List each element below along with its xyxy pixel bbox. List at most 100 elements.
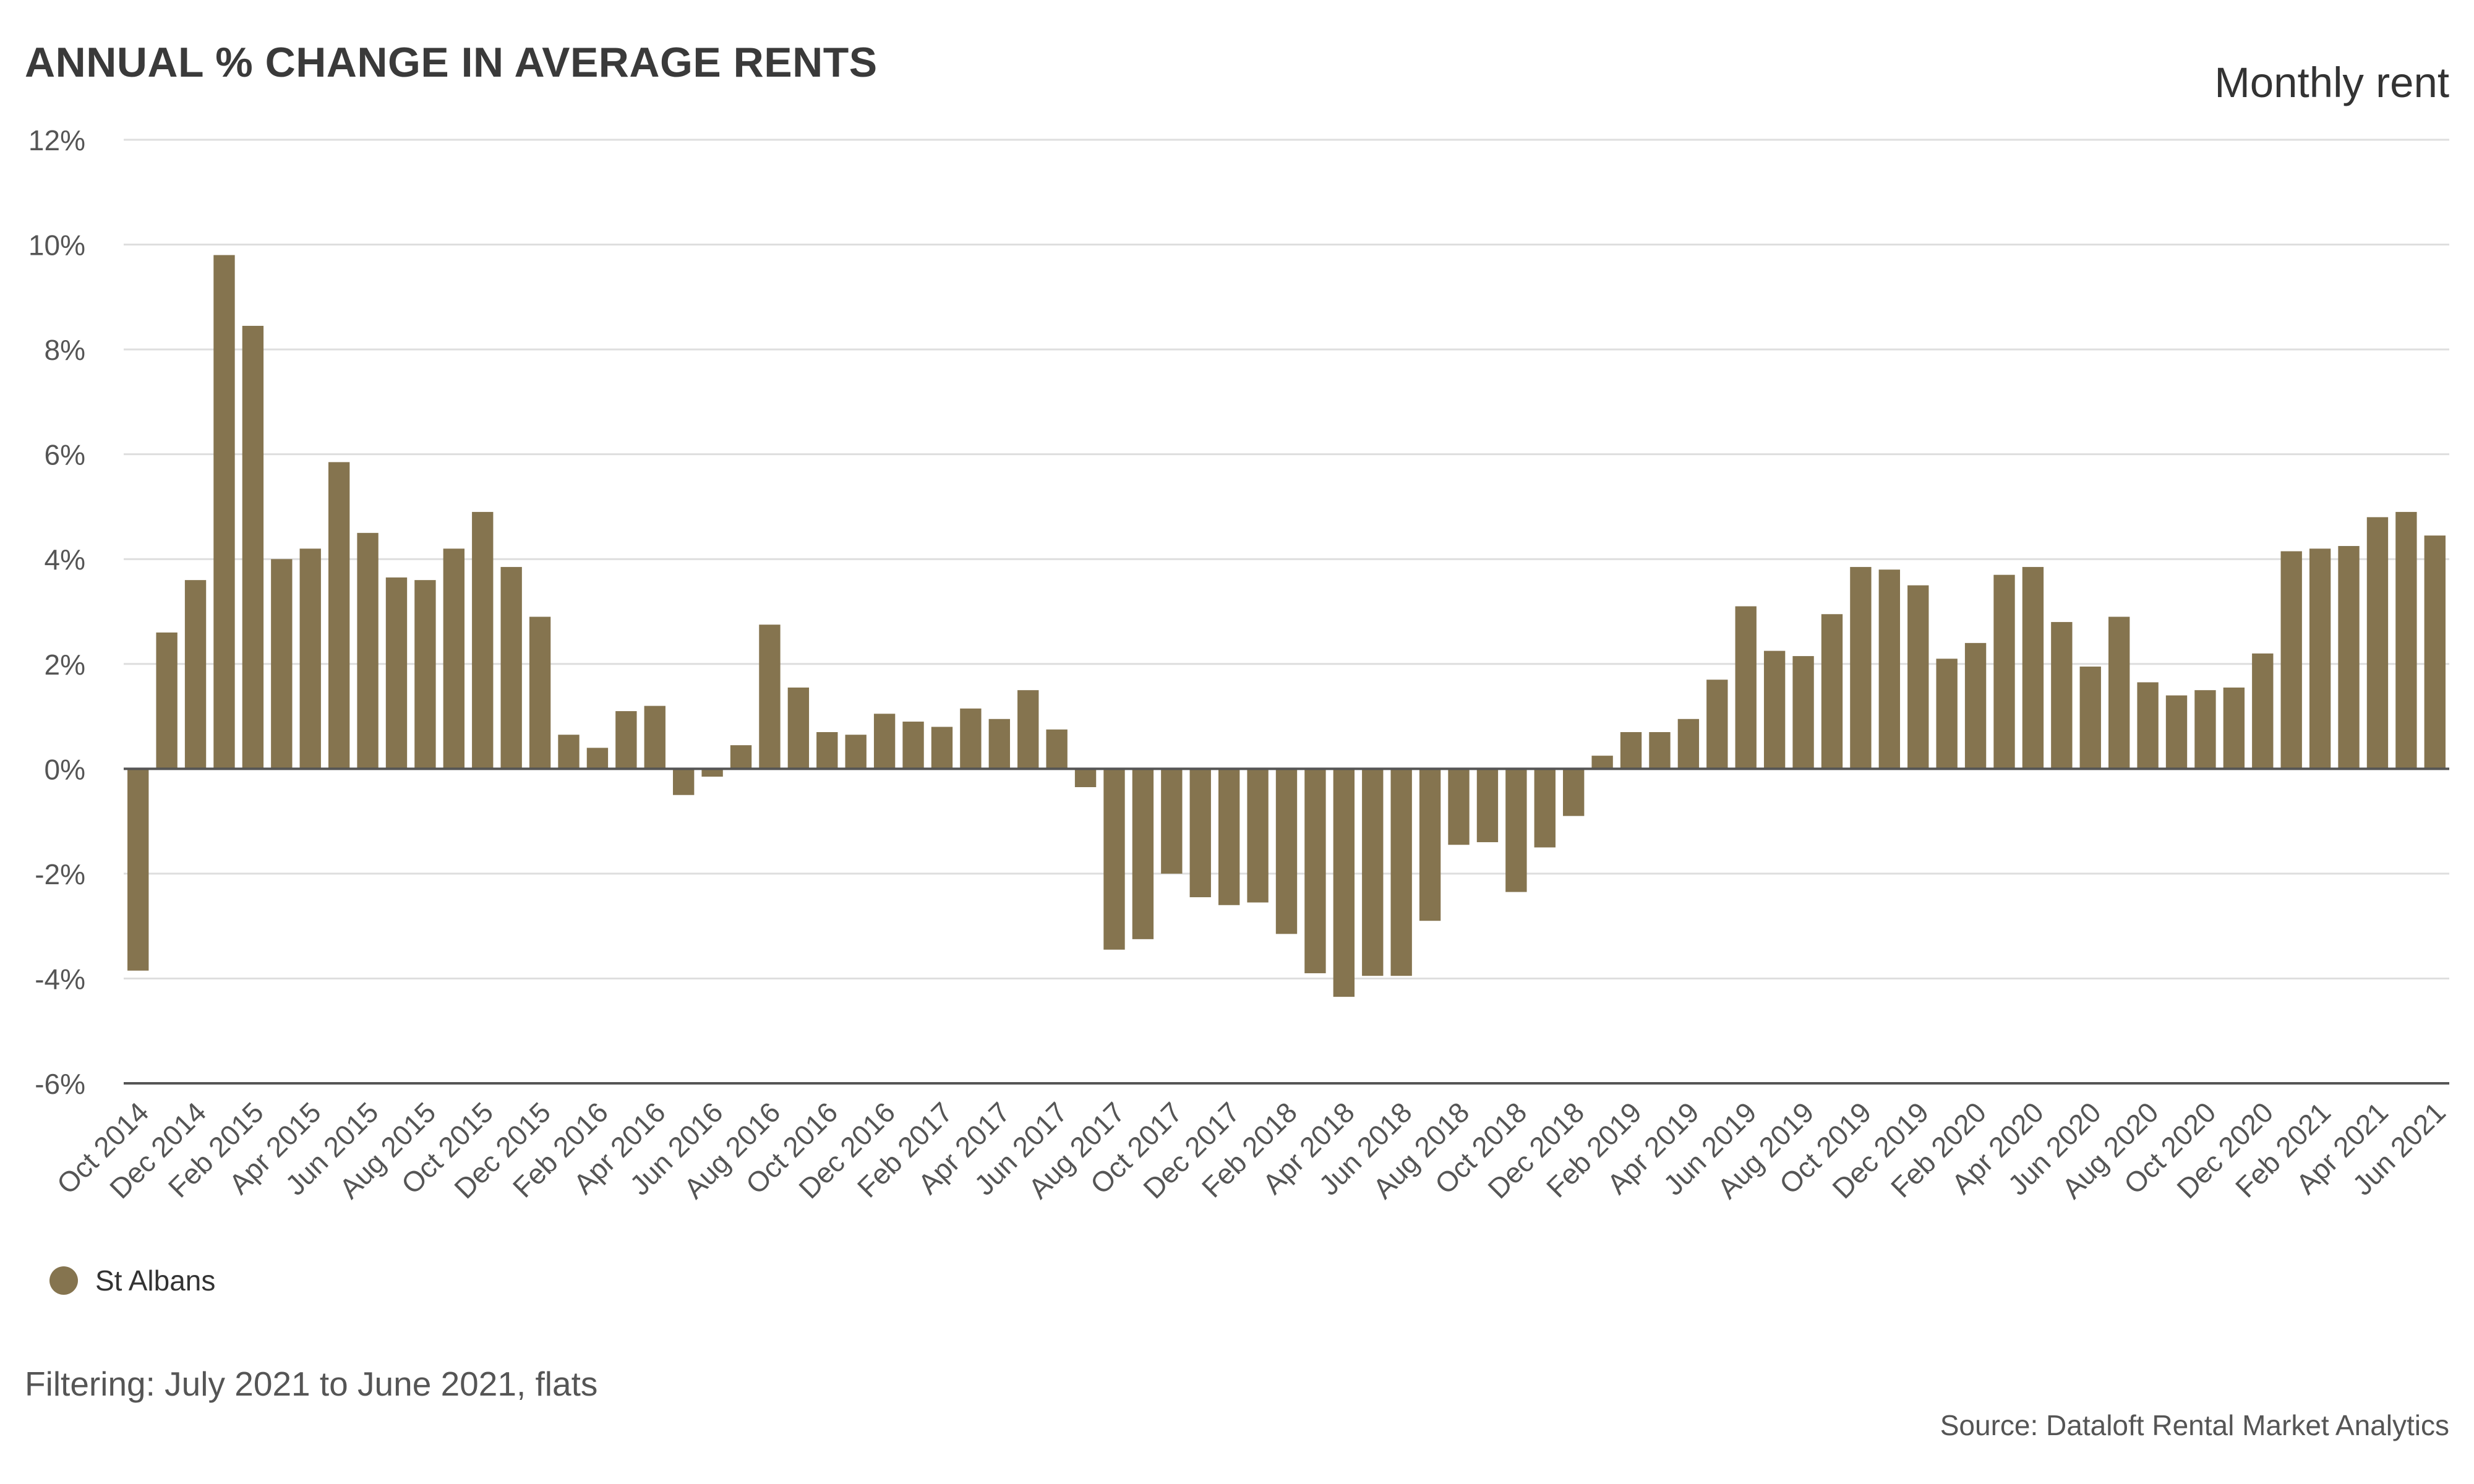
- y-tick-label: 0%: [45, 753, 85, 785]
- bars-layer: [127, 255, 2446, 997]
- bar-may-2018[interactable]: [1362, 769, 1384, 976]
- legend[interactable]: St Albans: [49, 1264, 215, 1297]
- y-tick-label: 4%: [45, 544, 85, 576]
- y-tick-label: 8%: [45, 334, 85, 366]
- chart-subtitle: Monthly rent: [2214, 59, 2449, 106]
- bar-jul-2015[interactable]: [385, 577, 408, 769]
- bar-jul-2019[interactable]: [1763, 650, 1786, 769]
- bar-mar-2017[interactable]: [960, 708, 982, 769]
- bar-feb-2018[interactable]: [1275, 769, 1298, 934]
- bar-jan-2015[interactable]: [213, 255, 235, 769]
- bar-oct-2020[interactable]: [2194, 690, 2216, 769]
- bar-mar-2019[interactable]: [1649, 731, 1671, 769]
- bar-apr-2016[interactable]: [644, 706, 666, 769]
- bar-sep-2016[interactable]: [787, 687, 810, 769]
- bar-nov-2018[interactable]: [1534, 769, 1556, 848]
- bar-may-2016[interactable]: [673, 769, 695, 795]
- bar-feb-2017[interactable]: [931, 727, 953, 769]
- bar-nov-2015[interactable]: [500, 566, 522, 769]
- bar-jun-2018[interactable]: [1390, 769, 1412, 976]
- bar-jan-2016[interactable]: [558, 735, 580, 769]
- y-tick-label: 2%: [45, 649, 85, 681]
- bar-dec-2019[interactable]: [1907, 585, 1929, 769]
- bar-aug-2020[interactable]: [2137, 682, 2159, 769]
- bar-feb-2020[interactable]: [1964, 642, 1987, 769]
- chart-title: ANNUAL % CHANGE IN AVERAGE RENTS: [25, 39, 878, 86]
- bar-may-2019[interactable]: [1706, 680, 1728, 769]
- bar-may-2015[interactable]: [328, 462, 350, 769]
- bar-feb-2015[interactable]: [242, 325, 264, 769]
- bar-jan-2017[interactable]: [902, 722, 924, 769]
- bar-nov-2014[interactable]: [156, 632, 178, 769]
- bar-dec-2014[interactable]: [184, 580, 207, 769]
- bar-mar-2016[interactable]: [615, 711, 637, 769]
- bar-oct-2017[interactable]: [1161, 769, 1183, 874]
- y-tick-label: 6%: [45, 439, 85, 471]
- bar-jan-2018[interactable]: [1247, 769, 1269, 903]
- bar-apr-2019[interactable]: [1677, 719, 1700, 769]
- bar-aug-2018[interactable]: [1448, 769, 1470, 845]
- bar-apr-2018[interactable]: [1333, 769, 1355, 997]
- bar-jun-2021[interactable]: [2424, 535, 2446, 769]
- bar-aug-2016[interactable]: [759, 625, 781, 769]
- bar-oct-2016[interactable]: [816, 731, 838, 769]
- bar-feb-2019[interactable]: [1620, 731, 1642, 769]
- bar-apr-2020[interactable]: [2022, 566, 2044, 769]
- bar-aug-2015[interactable]: [414, 580, 436, 769]
- bar-jun-2016[interactable]: [701, 769, 723, 777]
- bar-jul-2018[interactable]: [1419, 769, 1441, 921]
- bar-jun-2017[interactable]: [1046, 729, 1068, 769]
- axis-layer: [124, 767, 2449, 1085]
- bar-aug-2017[interactable]: [1103, 769, 1125, 950]
- bar-sep-2018[interactable]: [1476, 769, 1499, 843]
- bar-mar-2020[interactable]: [1993, 574, 2015, 769]
- source-note: Source: Dataloft Rental Market Analytics: [1940, 1409, 2449, 1441]
- bar-jan-2021[interactable]: [2280, 551, 2302, 769]
- bar-nov-2017[interactable]: [1189, 769, 1211, 898]
- bar-jun-2019[interactable]: [1735, 606, 1757, 769]
- y-axis-ticks: -6% -4% -2% 0% 2% 4% 6% 8% 10% 12%: [28, 124, 85, 1100]
- bar-jul-2017[interactable]: [1074, 769, 1097, 788]
- bar-aug-2019[interactable]: [1792, 656, 1814, 769]
- legend-swatch-icon: [49, 1266, 78, 1295]
- bar-jan-2020[interactable]: [1936, 659, 1958, 769]
- bar-jun-2020[interactable]: [2079, 667, 2101, 769]
- bar-apr-2015[interactable]: [299, 548, 321, 769]
- bar-jul-2020[interactable]: [2108, 616, 2130, 769]
- bar-dec-2015[interactable]: [529, 616, 551, 769]
- bar-nov-2016[interactable]: [845, 735, 867, 769]
- bar-mar-2021[interactable]: [2338, 546, 2360, 769]
- bar-dec-2017[interactable]: [1218, 769, 1240, 905]
- bar-jun-2015[interactable]: [357, 532, 379, 769]
- bar-nov-2019[interactable]: [1878, 569, 1900, 769]
- bar-sep-2020[interactable]: [2165, 695, 2188, 769]
- bar-feb-2021[interactable]: [2309, 548, 2331, 769]
- bar-dec-2018[interactable]: [1563, 769, 1585, 816]
- bar-sep-2019[interactable]: [1821, 614, 1843, 769]
- y-tick-label: 10%: [28, 229, 85, 262]
- bar-oct-2018[interactable]: [1505, 769, 1527, 892]
- bar-nov-2020[interactable]: [2223, 687, 2245, 769]
- bar-oct-2019[interactable]: [1850, 566, 1872, 769]
- bar-may-2017[interactable]: [1017, 690, 1039, 769]
- bar-oct-2014[interactable]: [127, 769, 149, 971]
- bar-dec-2020[interactable]: [2252, 653, 2274, 769]
- bar-oct-2015[interactable]: [472, 511, 494, 769]
- bar-apr-2021[interactable]: [2366, 517, 2389, 769]
- bar-sep-2015[interactable]: [443, 548, 465, 769]
- y-tick-label: 12%: [28, 124, 85, 156]
- bar-jan-2019[interactable]: [1591, 756, 1613, 769]
- bar-mar-2015[interactable]: [271, 559, 293, 769]
- bar-jul-2016[interactable]: [730, 745, 752, 769]
- bar-apr-2017[interactable]: [988, 719, 1010, 769]
- grid-layer: [124, 139, 2449, 979]
- bar-may-2021[interactable]: [2395, 511, 2417, 769]
- y-tick-label: -6%: [35, 1068, 85, 1100]
- bar-may-2020[interactable]: [2051, 621, 2073, 769]
- bar-sep-2017[interactable]: [1132, 769, 1154, 939]
- bar-feb-2016[interactable]: [586, 748, 609, 769]
- bar-dec-2016[interactable]: [873, 714, 896, 769]
- legend-label: St Albans: [95, 1264, 216, 1297]
- bar-mar-2018[interactable]: [1304, 769, 1326, 973]
